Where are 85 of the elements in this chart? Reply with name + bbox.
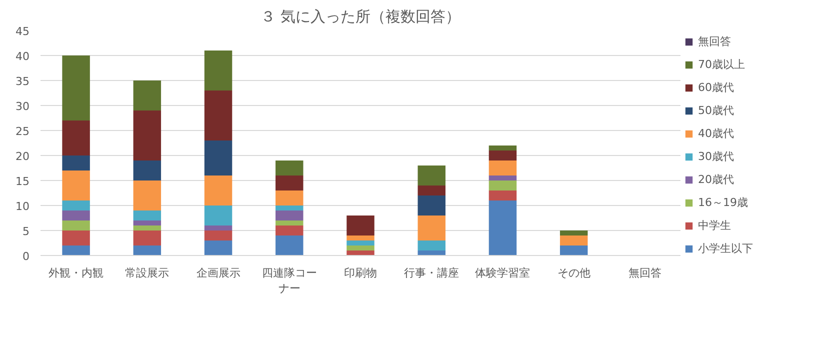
bar [346, 246, 374, 250]
bar [346, 240, 374, 246]
legend-label: 70歳以上 [698, 57, 745, 72]
bar [488, 190, 517, 200]
y-tick-label: 20 [16, 150, 30, 163]
bar [488, 176, 517, 180]
legend-label: 50歳代 [698, 103, 734, 118]
y-tick-label: 5 [22, 225, 30, 238]
bar [62, 156, 90, 170]
bar [346, 250, 374, 256]
bar [418, 216, 446, 240]
bar [418, 240, 446, 250]
x-tick-label: 四連隊コーナー [262, 266, 317, 296]
y-tick-label: 25 [16, 125, 30, 138]
bar [133, 160, 162, 180]
chart-title: ３ 気に入った所（複数回答） [260, 8, 460, 26]
bar [133, 80, 162, 110]
bar [488, 200, 517, 256]
bar [346, 236, 374, 240]
bar [62, 120, 90, 156]
bar [62, 170, 90, 200]
y-tick-label: 0 [22, 250, 30, 263]
bar [133, 210, 162, 220]
bar [488, 146, 517, 150]
legend-label: 16～19歳 [698, 195, 748, 210]
y-tick-label: 45 [16, 25, 30, 38]
bar [560, 236, 588, 246]
bar [560, 246, 588, 256]
legend-label: 無回答 [698, 34, 731, 49]
legend-label: 小学生以下 [698, 241, 753, 256]
bar [276, 220, 304, 226]
bar [62, 230, 90, 246]
bar [276, 176, 304, 190]
legend-label: 20歳代 [698, 172, 734, 187]
bar [133, 110, 162, 160]
x-tick-label: 印刷物 [344, 266, 377, 280]
bar [133, 230, 162, 246]
bar [276, 206, 304, 210]
bar [62, 246, 90, 256]
bar [204, 140, 232, 176]
bar [276, 190, 304, 206]
legend-label: 中学生 [698, 218, 731, 233]
bar [133, 226, 162, 230]
bar [418, 186, 446, 196]
bar [418, 196, 446, 216]
legend-label: 30歳代 [698, 149, 734, 164]
x-tick-label: 常設展示 [125, 266, 170, 280]
bar [133, 180, 162, 210]
bar [204, 90, 232, 140]
bar [276, 236, 304, 256]
bar [133, 246, 162, 256]
bar [276, 210, 304, 220]
bar [560, 230, 588, 236]
legend-label: 40歳代 [698, 126, 734, 141]
y-tick-label: 10 [16, 200, 30, 213]
bar [62, 220, 90, 230]
x-tick-label: 企画展示 [196, 266, 240, 280]
bar [418, 166, 446, 186]
bar [62, 56, 90, 120]
x-tick-label: その他 [557, 266, 590, 280]
bar [133, 220, 162, 226]
x-tick-label: 体験学習室 [475, 266, 530, 280]
bar [488, 180, 517, 190]
legend-label: 60歳代 [698, 80, 734, 95]
y-tick-label: 35 [16, 75, 30, 88]
bar [276, 226, 304, 236]
bar [204, 240, 232, 256]
bar [488, 150, 517, 160]
x-tick-label: 無回答 [628, 266, 662, 280]
y-tick-label: 15 [16, 175, 30, 188]
bar [62, 200, 90, 210]
bar [276, 160, 304, 176]
y-tick-label: 40 [16, 50, 30, 63]
y-tick-label: 30 [16, 100, 30, 113]
bar [62, 210, 90, 220]
bar [204, 50, 232, 90]
bar [418, 250, 446, 256]
bar [204, 226, 232, 230]
bar [346, 216, 374, 236]
bar [488, 160, 517, 176]
bar [204, 176, 232, 206]
x-tick-label: 行事・講座 [404, 266, 460, 280]
bar [204, 230, 232, 240]
x-tick-label: 外観・内観 [48, 266, 104, 280]
bar [204, 206, 232, 226]
